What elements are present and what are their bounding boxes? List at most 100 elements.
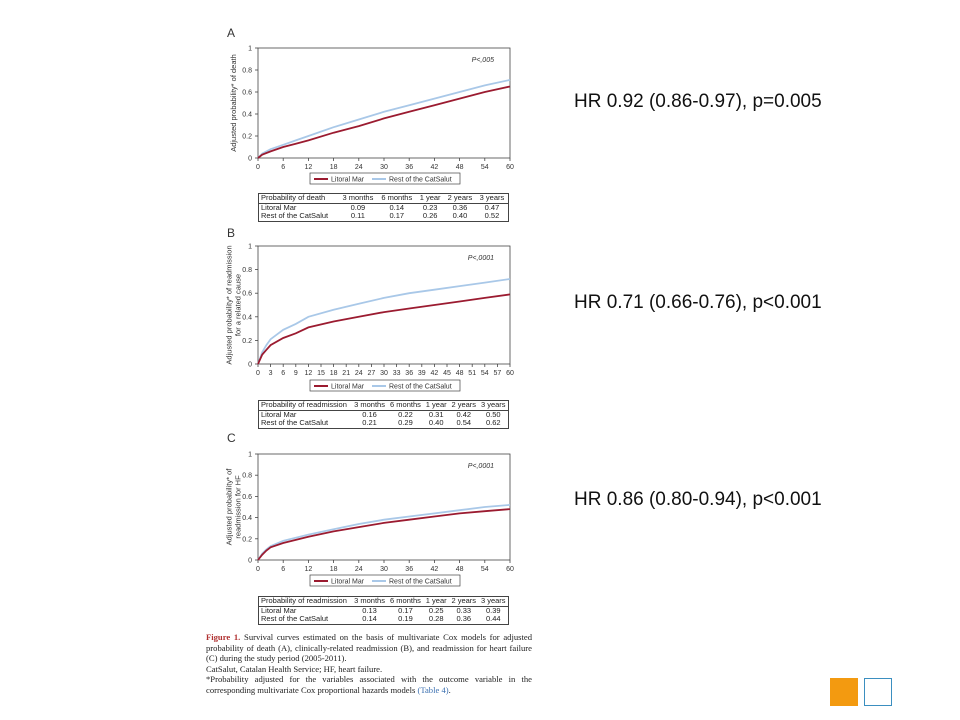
x-tick-label: 15 — [317, 370, 325, 377]
table-cell: 0.25 — [428, 605, 444, 615]
y-tick-label: 1 — [248, 244, 252, 251]
table-header-cell: 3 years — [478, 596, 509, 607]
table-cell: Litoral Mar — [261, 605, 297, 615]
chart-c: 0 0.2 0.4 0.6 0.8 1 0 6 12 18 24 30 36 42 48 54 60 Adjust… — [225, 452, 514, 587]
p-value-label: P<,005 — [472, 57, 494, 64]
table-cell: 0.31 — [428, 409, 444, 419]
table-header-cell: Probability of death — [258, 193, 339, 204]
y-tick-label: 0.4 — [242, 314, 252, 321]
x-tick-label: 21 — [342, 370, 350, 377]
x-tick-label: 39 — [418, 370, 426, 377]
table-header-cell: 1 year — [416, 193, 445, 204]
table-header-row: Probability of readmission 3 months 6 mont… — [258, 400, 509, 411]
table-ref-link[interactable]: (Table 4) — [417, 684, 449, 695]
table-cell: 0.11 — [350, 211, 365, 220]
caption-footnote-end: . — [448, 684, 451, 695]
y-tick-label: 0.8 — [242, 473, 252, 480]
x-tick-label: 18 — [330, 164, 338, 171]
y-tick-label: 0 — [248, 156, 252, 163]
table-cell: 0.17 — [398, 605, 413, 615]
table-header-cell: 1 year — [423, 400, 450, 411]
legend-label-litoral: Litoral Mar — [331, 177, 365, 184]
x-tick-label: 27 — [368, 370, 376, 377]
x-tick-label: 6 — [281, 370, 285, 377]
p-value-label: P<,0001 — [468, 255, 494, 262]
x-tick-label: 36 — [405, 370, 413, 377]
series-line-rest-catsalut — [257, 278, 511, 365]
x-tick-label: 12 — [305, 566, 313, 573]
table-cell: 0.17 — [389, 211, 405, 220]
table-cell: Litoral Mar — [261, 202, 297, 212]
table-row: Litoral Mar 0.13 0.17 0.25 0.33 0.39 — [259, 606, 509, 615]
y-tick-label: 0.6 — [242, 291, 252, 298]
x-tick-label: 30 — [380, 566, 388, 573]
x-tick-label: 36 — [405, 566, 413, 573]
x-tick-label: 33 — [393, 370, 401, 377]
legend-label-rest: Rest of the CatSalut — [389, 177, 452, 184]
table-header-cell: 3 months — [351, 400, 388, 411]
table-cell: 0.22 — [398, 409, 413, 419]
table-cell: 0.14 — [362, 614, 377, 623]
figure-caption: Figure 1. Survival curves estimated on t… — [206, 632, 532, 696]
x-tick-label: 30 — [380, 370, 388, 377]
caption-abbrev: CatSalut, Catalan Health Service; HF, he… — [206, 663, 383, 674]
y-tick-label: 0.4 — [242, 515, 252, 522]
x-tick-label: 60 — [506, 566, 514, 573]
x-tick-label: 18 — [330, 566, 338, 573]
x-tick-label: 6 — [281, 566, 285, 573]
series-line-litoral-mar — [257, 85, 511, 159]
blue-outline-square-decoration — [864, 678, 892, 706]
table-header-cell: 3 years — [478, 400, 509, 411]
table-cell: 0.36 — [456, 614, 472, 623]
table-cell: 0.26 — [422, 211, 438, 220]
panel-label-c: C — [227, 431, 236, 445]
x-tick-label: 12 — [305, 164, 313, 171]
x-tick-label: 54 — [481, 566, 489, 573]
table-row: Rest of the CatSalut 0.11 0.17 0.26 0.40 0.52 — [259, 211, 509, 221]
table-cell: 0.47 — [484, 202, 500, 212]
table-cell: 0.40 — [428, 418, 444, 427]
y-tick-label: 0.8 — [242, 267, 252, 274]
x-tick-label: 30 — [380, 164, 388, 171]
table-c: Probability of readmission 3 months 6 mont… — [258, 596, 509, 625]
table-row: Litoral Mar 0.16 0.22 0.31 0.42 0.50 — [259, 410, 509, 419]
x-tick-label: 42 — [431, 370, 439, 377]
y-axis-label: Adjusted probability* of death — [229, 54, 238, 152]
x-tick-label: 42 — [431, 164, 439, 171]
table-header-cell: 1 year — [423, 596, 450, 607]
series-line-litoral-mar — [257, 293, 511, 365]
table-cell: Rest of the CatSalut — [261, 418, 329, 427]
legend-label-litoral: Litoral Mar — [331, 579, 365, 586]
table-header-cell: 3 years — [475, 193, 509, 204]
y-axis-label: Adjusted probability* of — [225, 468, 234, 546]
y-tick-label: 1 — [248, 452, 252, 459]
table-cell: Rest of the CatSalut — [261, 211, 329, 220]
hr-label-b: HR 0.71 (0.66-0.76), p<0.001 — [574, 292, 822, 313]
x-tick-label: 0 — [256, 164, 260, 171]
table-cell: 0.42 — [456, 409, 472, 419]
x-tick-label: 54 — [481, 164, 489, 171]
table-header-cell: 6 months — [387, 400, 424, 411]
panel-label-a: A — [227, 26, 236, 40]
table-cell: Litoral Mar — [261, 409, 297, 419]
y-tick-label: 0.2 — [242, 134, 252, 141]
x-tick-label: 24 — [355, 370, 363, 377]
caption-text: Survival curves estimated on the basis o… — [206, 632, 532, 664]
x-tick-label: 18 — [330, 370, 338, 377]
x-tick-label: 24 — [355, 164, 363, 171]
panel-label-b: B — [227, 226, 236, 240]
table-cell: 0.29 — [398, 418, 413, 427]
legend-label-rest: Rest of the CatSalut — [389, 579, 452, 586]
y-tick-label: 0.6 — [242, 90, 252, 97]
legend-label-rest: Rest of the CatSalut — [389, 384, 452, 391]
y-axis-label: for a related cause — [234, 274, 243, 336]
table-row: Rest of the CatSalut 0.14 0.19 0.28 0.36 0.44 — [259, 614, 509, 624]
table-cell: 0.36 — [452, 202, 468, 212]
y-tick-label: 1 — [248, 46, 252, 53]
x-tick-label: 0 — [256, 566, 260, 573]
x-tick-label: 48 — [456, 164, 464, 171]
x-tick-label: 48 — [456, 566, 464, 573]
plot-frame — [257, 245, 511, 365]
table-cell: 0.52 — [484, 211, 500, 220]
table-row: Litoral Mar 0.09 0.14 0.23 0.36 0.47 — [259, 203, 509, 212]
